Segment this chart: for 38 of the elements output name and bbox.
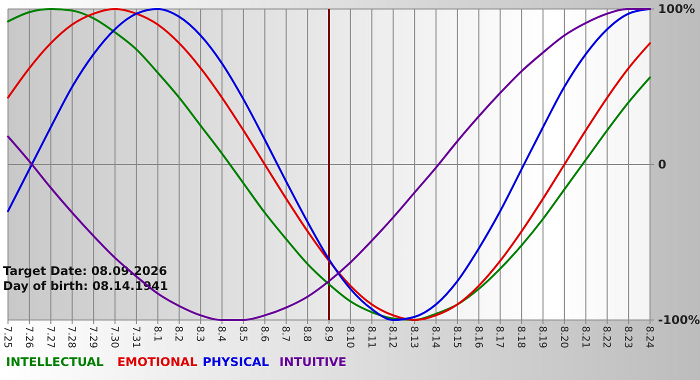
x-tick-label: 7.29: [87, 326, 98, 348]
x-tick-label: 8.13: [408, 326, 420, 348]
x-tick-label: 8.18: [515, 326, 526, 348]
x-tick-label: 8.6: [258, 326, 270, 342]
x-tick-label: 8.16: [472, 326, 484, 348]
x-tick-label: 8.9: [322, 326, 334, 342]
y-tick-label: 0: [658, 158, 666, 172]
x-tick-label: 8.8: [301, 326, 312, 342]
text: INTUITIVE: [279, 355, 346, 369]
y-tick-label: -100%: [658, 313, 700, 328]
x-tick-label: 7.25: [2, 326, 12, 348]
x-tick-label: 7.26: [22, 326, 34, 348]
x-tick-label: 8.12: [386, 326, 398, 348]
x-tick-label: 8.11: [365, 326, 376, 348]
text: PHYSICAL: [202, 355, 270, 369]
x-tick-label: 8.23: [622, 326, 634, 348]
x-tick-label: 8.14: [430, 326, 440, 348]
x-tick-label: 7.31: [130, 326, 141, 348]
x-tick-label: 8.4: [216, 326, 226, 342]
x-tick-label: 7.27: [44, 326, 56, 348]
x-tick-label: 8.21: [579, 326, 590, 348]
x-tick-label: 8.24: [644, 326, 654, 348]
text: INTELLECTUAL: [6, 355, 104, 369]
x-tick-label: 8.5: [236, 326, 248, 342]
x-tick-label: 7.30: [108, 326, 120, 348]
x-tick-label: 7.28: [66, 326, 77, 348]
x-tick-label: 8.10: [344, 326, 355, 348]
x-tick-label: 8.20: [558, 326, 569, 348]
x-tick-label: 8.15: [450, 326, 462, 348]
x-tick-label: 8.3: [194, 326, 206, 342]
x-tick-label: 8.19: [536, 326, 548, 348]
y-tick-label: 100%: [658, 2, 696, 16]
x-tick-label: 8.22: [600, 326, 612, 348]
x-tick-label: 8.2: [172, 326, 184, 342]
text: EMOTIONAL: [117, 355, 198, 369]
x-tick-label: 8.7: [280, 326, 291, 342]
x-tick-label: 8.1: [151, 326, 162, 342]
x-tick-label: 8.17: [494, 326, 505, 348]
